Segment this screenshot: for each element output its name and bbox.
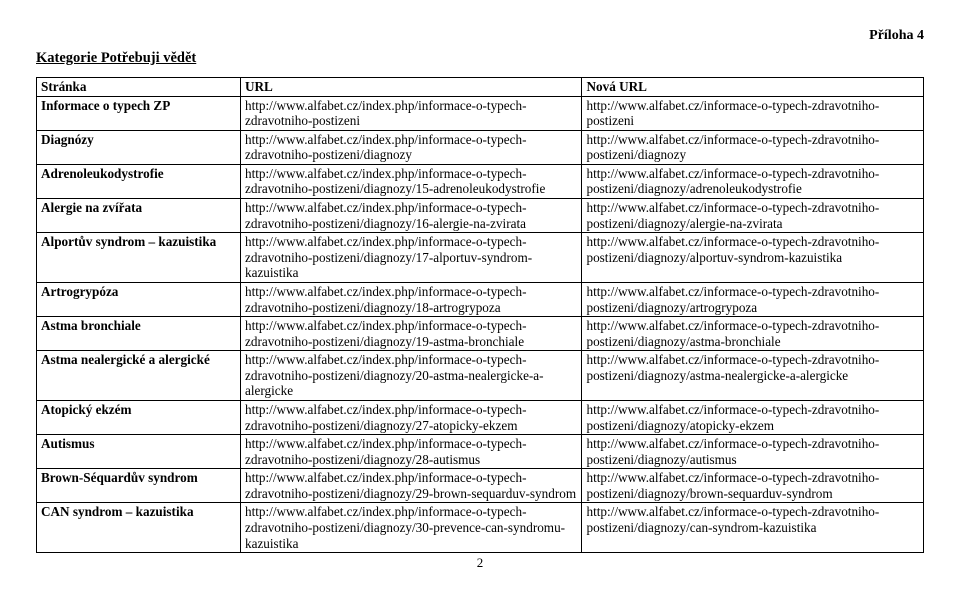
table-row: Brown-Séquardův syndromhttp://www.alfabe… xyxy=(37,469,924,503)
cell-page: Alportův syndrom – kazuistika xyxy=(37,233,241,283)
table-row: Astma bronchialehttp://www.alfabet.cz/in… xyxy=(37,317,924,351)
cell-new-url: http://www.alfabet.cz/informace-o-typech… xyxy=(582,164,924,198)
cell-page: Autismus xyxy=(37,435,241,469)
table-row: Adrenoleukodystrofiehttp://www.alfabet.c… xyxy=(37,164,924,198)
table-row: Autismushttp://www.alfabet.cz/index.php/… xyxy=(37,435,924,469)
cell-url: http://www.alfabet.cz/index.php/informac… xyxy=(241,317,582,351)
cell-page: Informace o typech ZP xyxy=(37,96,241,130)
cell-page: CAN syndrom – kazuistika xyxy=(37,503,241,553)
table-row: CAN syndrom – kazuistikahttp://www.alfab… xyxy=(37,503,924,553)
cell-new-url: http://www.alfabet.cz/informace-o-typech… xyxy=(582,469,924,503)
attachment-label: Příloha 4 xyxy=(36,28,924,44)
cell-page: Adrenoleukodystrofie xyxy=(37,164,241,198)
cell-new-url: http://www.alfabet.cz/informace-o-typech… xyxy=(582,435,924,469)
table-row: Alportův syndrom – kazuistikahttp://www.… xyxy=(37,233,924,283)
page-number: 2 xyxy=(36,555,924,571)
url-mapping-table: Stránka URL Nová URL Informace o typech … xyxy=(36,77,924,553)
cell-page: Atopický ekzém xyxy=(37,400,241,434)
table-row: Informace o typech ZPhttp://www.alfabet.… xyxy=(37,96,924,130)
table-header-row: Stránka URL Nová URL xyxy=(37,78,924,97)
col-header-url: URL xyxy=(241,78,582,97)
cell-url: http://www.alfabet.cz/index.php/informac… xyxy=(241,233,582,283)
cell-url: http://www.alfabet.cz/index.php/informac… xyxy=(241,435,582,469)
cell-page: Brown-Séquardův syndrom xyxy=(37,469,241,503)
category-title: Kategorie Potřebuji vědět xyxy=(36,50,924,67)
table-row: Artrogrypózahttp://www.alfabet.cz/index.… xyxy=(37,282,924,316)
cell-new-url: http://www.alfabet.cz/informace-o-typech… xyxy=(582,96,924,130)
cell-new-url: http://www.alfabet.cz/informace-o-typech… xyxy=(582,317,924,351)
table-row: Diagnózyhttp://www.alfabet.cz/index.php/… xyxy=(37,130,924,164)
cell-url: http://www.alfabet.cz/index.php/informac… xyxy=(241,130,582,164)
cell-new-url: http://www.alfabet.cz/informace-o-typech… xyxy=(582,351,924,401)
cell-url: http://www.alfabet.cz/index.php/informac… xyxy=(241,164,582,198)
cell-url: http://www.alfabet.cz/index.php/informac… xyxy=(241,199,582,233)
cell-url: http://www.alfabet.cz/index.php/informac… xyxy=(241,503,582,553)
col-header-page: Stránka xyxy=(37,78,241,97)
cell-new-url: http://www.alfabet.cz/informace-o-typech… xyxy=(582,233,924,283)
cell-new-url: http://www.alfabet.cz/informace-o-typech… xyxy=(582,130,924,164)
col-header-new-url: Nová URL xyxy=(582,78,924,97)
cell-url: http://www.alfabet.cz/index.php/informac… xyxy=(241,282,582,316)
cell-page: Astma nealergické a alergické xyxy=(37,351,241,401)
cell-new-url: http://www.alfabet.cz/informace-o-typech… xyxy=(582,282,924,316)
table-row: Astma nealergické a alergickéhttp://www.… xyxy=(37,351,924,401)
cell-url: http://www.alfabet.cz/index.php/informac… xyxy=(241,96,582,130)
table-row: Alergie na zvířatahttp://www.alfabet.cz/… xyxy=(37,199,924,233)
cell-url: http://www.alfabet.cz/index.php/informac… xyxy=(241,469,582,503)
cell-url: http://www.alfabet.cz/index.php/informac… xyxy=(241,400,582,434)
cell-page: Alergie na zvířata xyxy=(37,199,241,233)
cell-new-url: http://www.alfabet.cz/informace-o-typech… xyxy=(582,503,924,553)
cell-page: Astma bronchiale xyxy=(37,317,241,351)
cell-new-url: http://www.alfabet.cz/informace-o-typech… xyxy=(582,400,924,434)
cell-url: http://www.alfabet.cz/index.php/informac… xyxy=(241,351,582,401)
cell-page: Artrogrypóza xyxy=(37,282,241,316)
cell-page: Diagnózy xyxy=(37,130,241,164)
cell-new-url: http://www.alfabet.cz/informace-o-typech… xyxy=(582,199,924,233)
table-row: Atopický ekzémhttp://www.alfabet.cz/inde… xyxy=(37,400,924,434)
